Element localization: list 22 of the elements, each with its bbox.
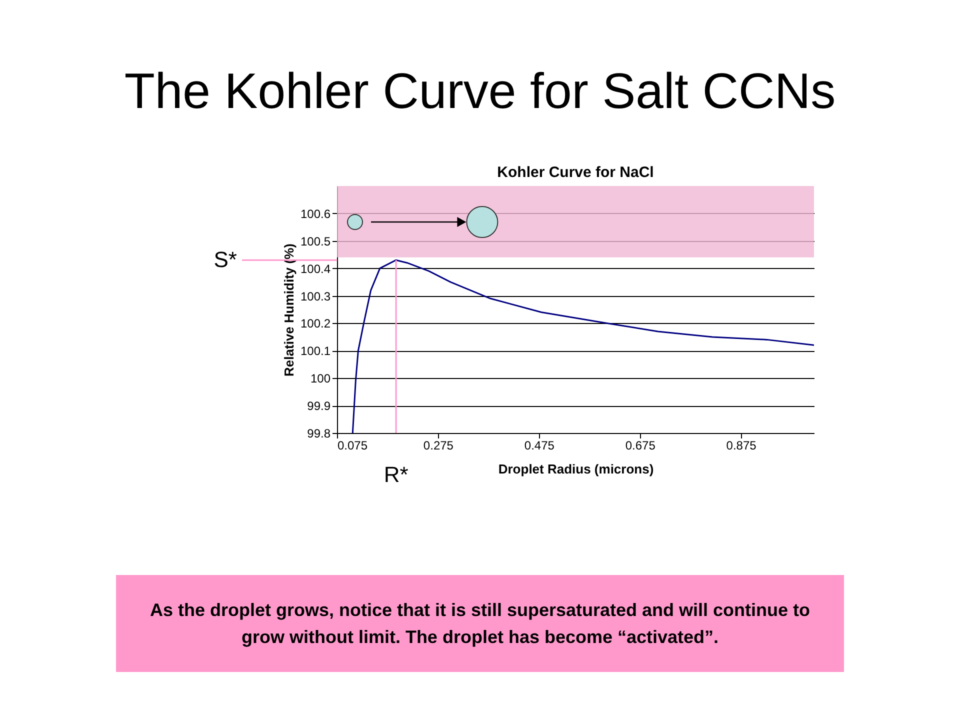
chart-title: The Kohler Curve for Salt CCNs (123, 62, 837, 120)
y-tick-label: 100.5 (300, 234, 331, 248)
y-axis-title: Relative Humidity (%) (281, 244, 296, 376)
x-tick-label: 0.075 (338, 438, 368, 452)
y-tick-label: 100.2 (300, 316, 331, 331)
x-tick-label: 0.675 (625, 438, 656, 452)
x-tick-label: 0.875 (726, 438, 757, 452)
x-tick-label: 0.475 (524, 438, 555, 452)
text: As the droplet grows, notice that it is still supersaturated and will continue to grow without limit. The droplet has become “activated”. (116, 575, 844, 672)
x-axis-title: Droplet Radius (microns) (498, 462, 654, 476)
chart-subtitle: Kohler Curve for NaCl (497, 164, 654, 181)
ref-line-label: S* (214, 247, 238, 272)
y-tick-label: 100.4 (300, 262, 331, 276)
y-tick-label: 99.9 (307, 399, 331, 414)
y-tick-label: 100.6 (300, 206, 331, 221)
y-tick-label: 100 (310, 372, 331, 386)
y-tick-label: 100.1 (300, 344, 331, 358)
y-tick-label: 100.3 (300, 289, 331, 304)
line-series (352, 259, 814, 433)
x-tick-label: 0.275 (423, 438, 454, 452)
y-tick-label: 99.8 (307, 426, 331, 440)
ref-line-label: R* (384, 462, 409, 487)
